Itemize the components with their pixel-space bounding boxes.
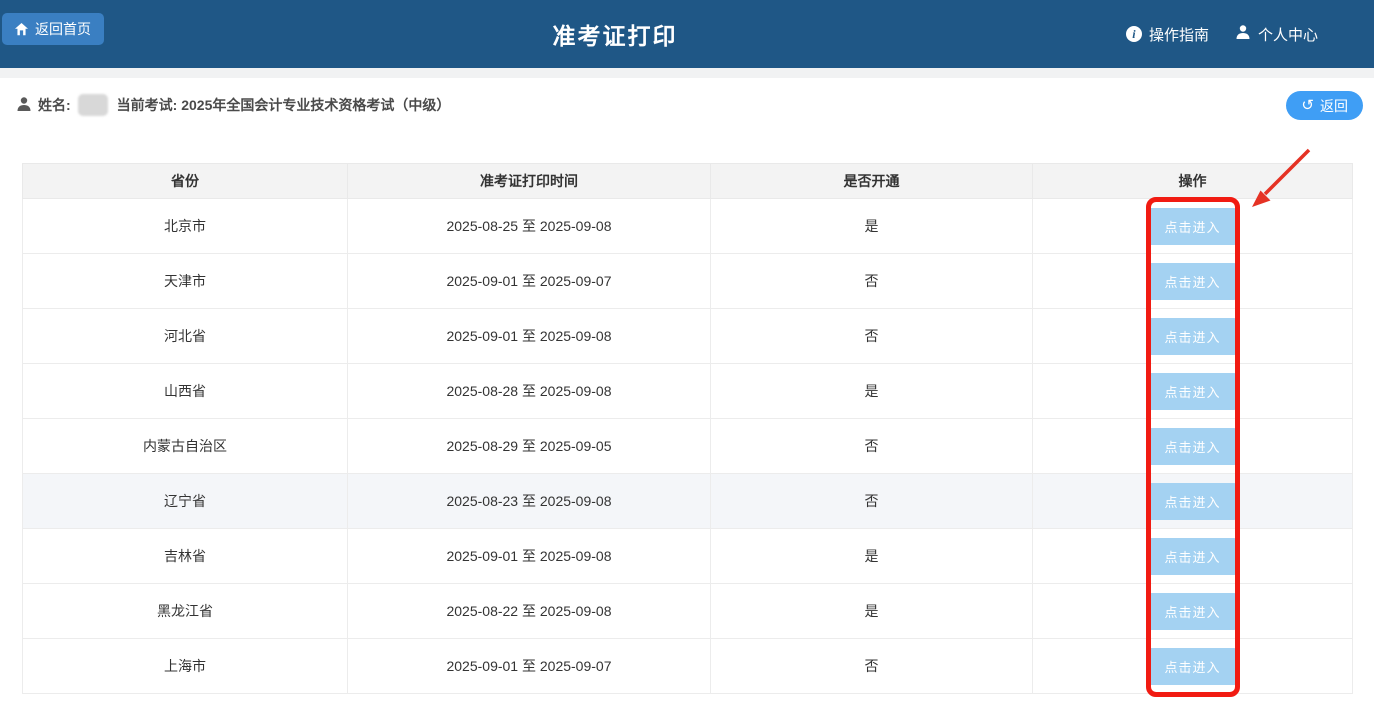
home-button-label: 返回首页 — [35, 21, 91, 37]
enter-button[interactable]: 点击进入 — [1147, 372, 1238, 410]
user-icon — [1235, 24, 1251, 44]
enter-button[interactable]: 点击进入 — [1147, 427, 1238, 465]
enter-button[interactable]: 点击进入 — [1147, 592, 1238, 630]
header-is-open: 是否开通 — [710, 163, 1033, 199]
navbar-links: i 操作指南 个人中心 — [1125, 0, 1318, 68]
profile-link[interactable]: 个人中心 — [1235, 24, 1318, 45]
back-button-label: 返回 — [1320, 97, 1348, 114]
info-bar: 姓名: 当前考试: 2025年全国会计专业技术资格考试（中级） — [16, 90, 450, 120]
open-cell: 否 — [710, 473, 1033, 529]
top-navbar: 返回首页 准考证打印 i 操作指南 个人中心 — [0, 0, 1374, 68]
refresh-icon: ↺ — [1301, 97, 1314, 114]
period-cell: 2025-08-25 至 2025-09-08 — [347, 198, 711, 254]
table-row: 吉林省 2025-09-01 至 2025-09-08 是 点击进入 — [22, 528, 1353, 584]
action-cell: 点击进入 — [1032, 528, 1353, 584]
province-cell: 北京市 — [22, 198, 348, 254]
name-label: 姓名: — [38, 97, 71, 113]
back-button[interactable]: ↺ 返回 — [1286, 91, 1363, 120]
province-cell: 吉林省 — [22, 528, 348, 584]
enter-button[interactable]: 点击进入 — [1147, 262, 1238, 300]
navbar-divider — [0, 68, 1374, 78]
open-cell: 否 — [710, 638, 1033, 694]
page-title: 准考证打印 — [552, 23, 678, 49]
provinces-table: 省份 准考证打印时间 是否开通 操作 北京市 2025-08-25 至 2025… — [22, 163, 1353, 694]
open-cell: 否 — [710, 418, 1033, 474]
home-icon — [15, 22, 28, 36]
action-cell: 点击进入 — [1032, 253, 1353, 309]
guide-link[interactable]: i 操作指南 — [1125, 24, 1209, 45]
table-row: 内蒙古自治区 2025-08-29 至 2025-09-05 否 点击进入 — [22, 418, 1353, 474]
profile-link-label: 个人中心 — [1257, 26, 1318, 44]
open-cell: 是 — [710, 363, 1033, 419]
enter-button[interactable]: 点击进入 — [1147, 317, 1238, 355]
province-cell: 内蒙古自治区 — [22, 418, 348, 474]
period-cell: 2025-08-22 至 2025-09-08 — [347, 583, 711, 639]
period-cell: 2025-08-29 至 2025-09-05 — [347, 418, 711, 474]
action-cell: 点击进入 — [1032, 473, 1353, 529]
province-cell: 河北省 — [22, 308, 348, 364]
enter-button[interactable]: 点击进入 — [1147, 647, 1238, 685]
action-cell: 点击进入 — [1032, 363, 1353, 419]
header-action: 操作 — [1032, 163, 1353, 199]
period-cell: 2025-09-01 至 2025-09-08 — [347, 308, 711, 364]
open-cell: 否 — [710, 253, 1033, 309]
period-cell: 2025-09-01 至 2025-09-07 — [347, 253, 711, 309]
province-cell: 黑龙江省 — [22, 583, 348, 639]
province-cell: 辽宁省 — [22, 473, 348, 529]
header-print-period: 准考证打印时间 — [347, 163, 711, 199]
home-button[interactable]: 返回首页 — [2, 13, 104, 45]
table-row: 辽宁省 2025-08-23 至 2025-09-08 否 点击进入 — [22, 473, 1353, 529]
open-cell: 否 — [710, 308, 1033, 364]
action-cell: 点击进入 — [1032, 308, 1353, 364]
enter-button[interactable]: 点击进入 — [1147, 537, 1238, 575]
action-cell: 点击进入 — [1032, 583, 1353, 639]
province-cell: 天津市 — [22, 253, 348, 309]
action-cell: 点击进入 — [1032, 418, 1353, 474]
guide-link-label: 操作指南 — [1148, 26, 1209, 44]
open-cell: 是 — [710, 528, 1033, 584]
province-cell: 上海市 — [22, 638, 348, 694]
table-header-row: 省份 准考证打印时间 是否开通 操作 — [22, 163, 1353, 199]
table-row: 天津市 2025-09-01 至 2025-09-07 否 点击进入 — [22, 253, 1353, 309]
period-cell: 2025-09-01 至 2025-09-07 — [347, 638, 711, 694]
open-cell: 是 — [710, 583, 1033, 639]
action-cell: 点击进入 — [1032, 198, 1353, 254]
table-body: 北京市 2025-08-25 至 2025-09-08 是 点击进入 天津市 2… — [22, 198, 1353, 694]
open-cell: 是 — [710, 198, 1033, 254]
header-province: 省份 — [22, 163, 348, 199]
action-cell: 点击进入 — [1032, 638, 1353, 694]
user-icon-small — [16, 96, 38, 115]
name-redacted — [77, 94, 108, 116]
current-exam-label: 当前考试: 2025年全国会计专业技术资格考试（中级） — [116, 97, 451, 113]
period-cell: 2025-08-23 至 2025-09-08 — [347, 473, 711, 529]
table-row: 上海市 2025-09-01 至 2025-09-07 否 点击进入 — [22, 638, 1353, 694]
table-row: 黑龙江省 2025-08-22 至 2025-09-08 是 点击进入 — [22, 583, 1353, 639]
period-cell: 2025-09-01 至 2025-09-08 — [347, 528, 711, 584]
table-row: 河北省 2025-09-01 至 2025-09-08 否 点击进入 — [22, 308, 1353, 364]
info-icon: i — [1125, 26, 1142, 42]
table-row: 山西省 2025-08-28 至 2025-09-08 是 点击进入 — [22, 363, 1353, 419]
enter-button[interactable]: 点击进入 — [1147, 207, 1238, 245]
table-row: 北京市 2025-08-25 至 2025-09-08 是 点击进入 — [22, 198, 1353, 254]
enter-button[interactable]: 点击进入 — [1147, 482, 1238, 520]
province-cell: 山西省 — [22, 363, 348, 419]
period-cell: 2025-08-28 至 2025-09-08 — [347, 363, 711, 419]
